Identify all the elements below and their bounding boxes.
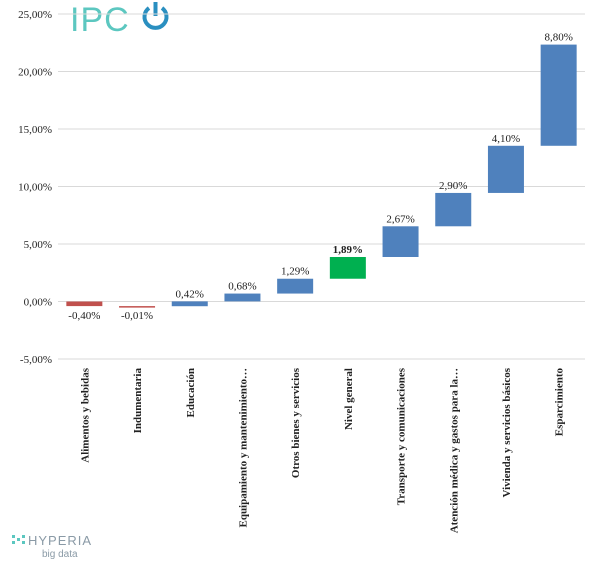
x-tick-label: Nivel general <box>343 368 355 430</box>
x-tick-label: Educación <box>185 368 197 418</box>
bar <box>119 306 156 308</box>
bar <box>224 293 261 302</box>
value-label: 2,67% <box>386 213 414 225</box>
value-label: 0,68% <box>228 281 256 293</box>
x-tick-label: Transporte y comunicaciones <box>396 367 408 505</box>
y-tick-label: -5,00% <box>20 354 52 366</box>
x-tick-label: Alimentos y bebidas <box>79 367 91 462</box>
y-tick-label: 25,00% <box>18 9 52 21</box>
y-tick-label: 10,00% <box>18 182 52 194</box>
logo-hyperia: HYPERIA <box>28 533 92 548</box>
bar <box>329 256 366 279</box>
value-label: 2,90% <box>439 180 467 192</box>
value-label: -0,40% <box>68 310 100 322</box>
value-label: 4,10% <box>492 133 520 145</box>
y-tick-label: 5,00% <box>24 239 52 251</box>
bar <box>277 278 314 294</box>
value-label: -0,01% <box>121 310 153 322</box>
x-tick-label: Otros bienes y servicios <box>290 367 302 478</box>
y-tick-label: 0,00% <box>24 297 52 309</box>
x-tick-label: Vivienda y servicios básicos <box>501 367 513 497</box>
logo-ipc: IPC <box>70 1 130 39</box>
logo-hyperia-sub: big data <box>42 549 78 560</box>
y-tick-label: 15,00% <box>18 124 52 136</box>
power-icon <box>142 2 169 30</box>
bar <box>382 226 419 257</box>
value-label: 1,29% <box>281 266 309 278</box>
x-tick-label: Equipamiento y mantenimiento… <box>237 368 249 528</box>
value-label: 0,42% <box>176 288 204 300</box>
bar <box>435 192 472 227</box>
hyperia-icon <box>12 535 25 544</box>
y-tick-label: 20,00% <box>18 67 52 79</box>
bar <box>171 301 208 307</box>
x-tick-label: Atención médica y gastos para la… <box>448 368 460 533</box>
bar <box>487 145 524 193</box>
value-label: 8,80% <box>544 32 572 44</box>
x-tick-label: Indumentaria <box>132 368 144 434</box>
bar <box>66 301 103 307</box>
bar <box>540 44 577 146</box>
x-tick-label: Esparcimiento <box>554 368 566 437</box>
value-label: 1,89% <box>333 244 363 256</box>
